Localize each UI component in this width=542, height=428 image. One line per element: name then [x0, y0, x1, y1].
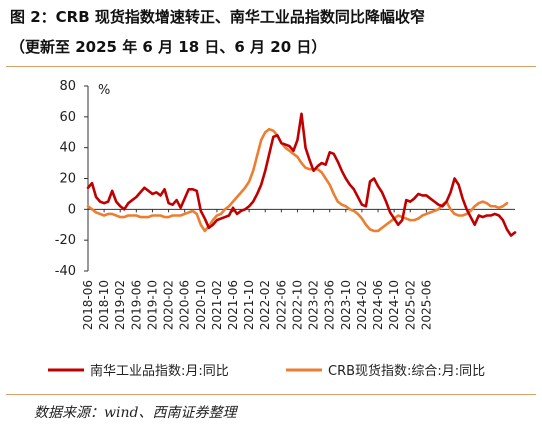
bottom-divider — [6, 394, 536, 395]
x-tick-label: 2022-10 — [290, 280, 304, 330]
y-axis-unit: % — [98, 83, 110, 98]
y-tick-label: 20 — [59, 172, 76, 187]
x-tick-label: 2019-02 — [113, 280, 127, 330]
legend: 南华工业品指数:月:同比 CRB现货指数:综合:月:同比 — [48, 363, 485, 379]
series-line-nanhua — [86, 112, 517, 237]
chart-title: 图 2：CRB 现货指数增速转正、南华工业品指数同比降幅收窄 — [10, 8, 425, 26]
y-tick-label: -40 — [55, 264, 76, 279]
x-tick-label: 2024-10 — [387, 280, 401, 330]
legend-label: 南华工业品指数:月:同比 — [90, 363, 229, 379]
top-divider — [6, 66, 536, 67]
x-tick-label: 2020-10 — [194, 280, 208, 330]
x-tick-label: 2023-06 — [323, 280, 337, 330]
x-tick-label: 2025-02 — [403, 280, 417, 330]
x-tick-label: 2019-06 — [129, 280, 143, 330]
y-tick-label: 60 — [59, 110, 76, 125]
x-tick-label: 2025-06 — [419, 280, 433, 330]
y-tick-label: 0 — [68, 202, 76, 217]
x-tick-label: 2020-06 — [178, 280, 192, 330]
x-tick-label: 2022-02 — [258, 280, 272, 330]
x-tick-label: 2024-02 — [355, 280, 369, 330]
y-tick-label: 80 — [59, 79, 76, 94]
y-tick-label: -20 — [55, 233, 76, 248]
series-layer — [86, 112, 517, 237]
x-tick-label: 2023-10 — [339, 280, 353, 330]
x-tick-label: 2024-06 — [371, 280, 385, 330]
x-tick-label: 2023-02 — [307, 280, 321, 330]
x-tick-label: 2019-10 — [145, 280, 159, 330]
x-tick-label: 2022-06 — [274, 280, 288, 330]
x-tick-label: 2021-06 — [226, 280, 240, 330]
x-tick-label: 2021-02 — [210, 280, 224, 330]
series-line-crb — [86, 127, 509, 233]
x-tick-label: 2020-02 — [162, 280, 176, 330]
source-note: 数据来源：wind、西南证券整理 — [34, 405, 237, 421]
x-tick-label: 2021-10 — [242, 280, 256, 330]
x-tick-label: 2018-06 — [81, 280, 95, 330]
x-tick-label: 2018-10 — [97, 280, 111, 330]
y-axis: 80 60 40 20 0 -20 -40% — [55, 79, 111, 279]
chart-subtitle: （更新至 2025 年 6 月 18 日、6 月 20 日） — [10, 38, 327, 56]
x-axis: 2018-06 2018-10 2019-02 2019-06 2019-10 2020-… — [81, 208, 515, 330]
legend-label: CRB现货指数:综合:月:同比 — [328, 363, 485, 379]
y-tick-label: 40 — [59, 141, 76, 156]
